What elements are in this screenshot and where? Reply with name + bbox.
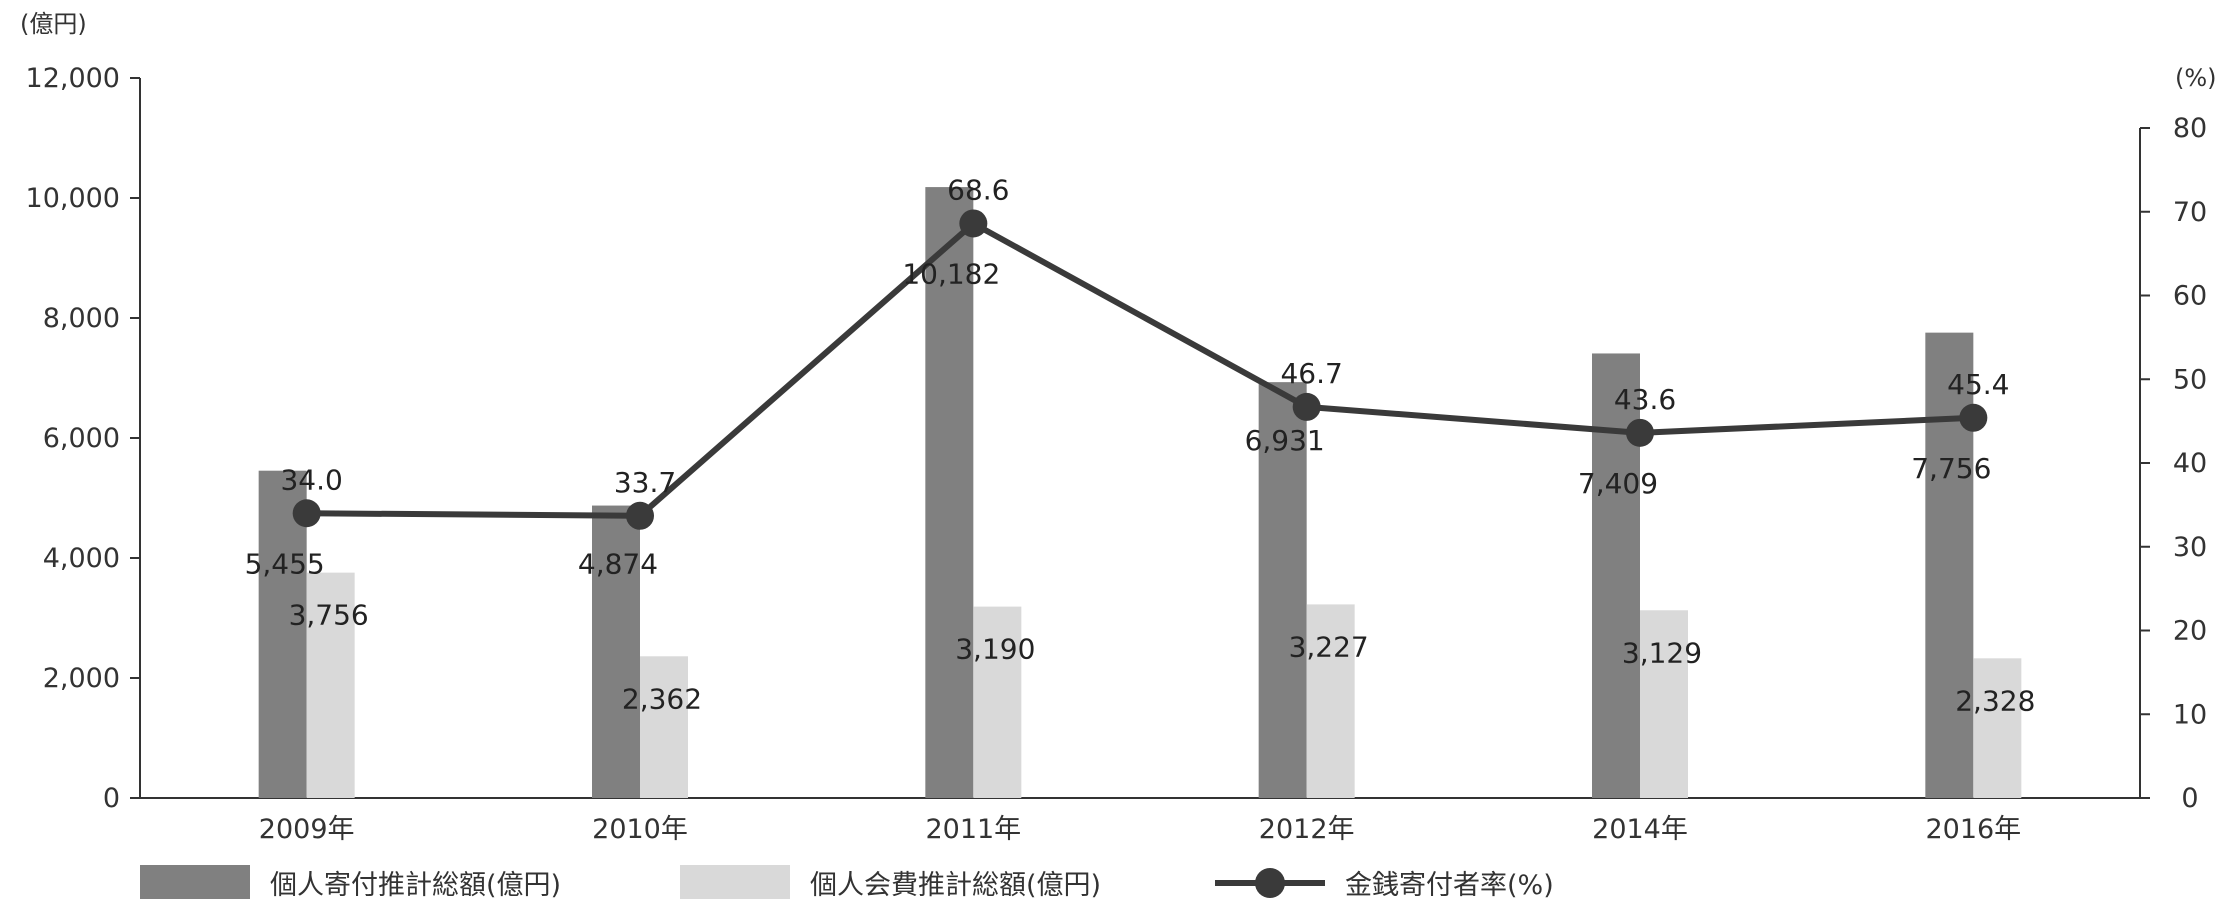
legend-swatch-rate — [1215, 865, 1325, 899]
bar-donation — [1925, 332, 1974, 798]
donation-value-label: 6,931 — [1245, 424, 1325, 457]
left-tick-label: 6,000 — [43, 423, 120, 454]
legend-swatch-donation — [140, 865, 250, 899]
category-label: 2010年 — [592, 814, 688, 845]
donation-value-label: 4,874 — [578, 548, 658, 581]
data-labels: 5,455 3,756 34.0 4,874 2,362 33.7 10,182 3,190 6… — [245, 173, 2036, 717]
rate-point — [626, 501, 654, 530]
legend-label-membership: 個人会費推計総額(億円) — [810, 869, 1102, 901]
left-tick-label: 4,000 — [43, 543, 120, 574]
right-tick-label: 30 — [2173, 532, 2207, 563]
right-tick-label: 10 — [2173, 699, 2207, 730]
rate-line — [292, 209, 1988, 530]
bar-membership — [306, 572, 355, 798]
bar-membership — [1306, 604, 1355, 798]
left-axis-unit: (億円) — [20, 10, 87, 38]
rate-value-label: 46.7 — [1280, 357, 1342, 390]
combo-chart: (億円) (%) 0 2,000 4,000 6,000 8,000 10,000 12,000… — [20, 10, 2217, 845]
left-tick-label: 0 — [103, 783, 120, 814]
rate-value-label: 43.6 — [1614, 383, 1676, 416]
membership-value-label: 3,129 — [1622, 636, 1702, 669]
donation-value-label: 5,455 — [245, 547, 325, 580]
left-tick-label: 10,000 — [26, 183, 120, 214]
donation-value-label: 10,182 — [902, 257, 1000, 290]
category-label: 2016年 — [1925, 814, 2021, 845]
membership-value-label: 3,756 — [289, 599, 369, 632]
membership-value-label: 3,190 — [955, 633, 1035, 666]
bar-donation — [258, 470, 307, 798]
right-axis-unit: (%) — [2175, 64, 2217, 92]
rate-point — [292, 499, 321, 528]
right-tick-label: 20 — [2173, 616, 2207, 647]
bar-membership — [640, 656, 688, 798]
left-tick-label: 8,000 — [43, 303, 120, 334]
right-tick-label: 80 — [2173, 113, 2207, 144]
legend-item-membership: 個人会費推計総額(億円) — [680, 862, 1101, 902]
legend-swatch-membership — [680, 865, 790, 899]
right-tick-label: 60 — [2173, 281, 2207, 312]
rate-polyline — [306, 220, 1974, 519]
legend-label-donation: 個人寄付推計総額(億円) — [270, 869, 562, 901]
left-tick-label: 2,000 — [43, 663, 120, 694]
right-tick-label: 0 — [2181, 783, 2198, 814]
membership-value-label: 2,328 — [1955, 684, 2035, 717]
membership-value-label: 3,227 — [1289, 630, 1369, 663]
bar-donation — [925, 187, 974, 798]
rate-point — [959, 209, 988, 238]
category-label: 2012年 — [1259, 814, 1355, 845]
membership-value-label: 2,362 — [622, 682, 702, 715]
rate-value-label: 68.6 — [947, 173, 1009, 206]
bar-donation — [592, 505, 640, 798]
bar-membership — [1973, 658, 2022, 798]
bar-membership — [1640, 610, 1688, 798]
legend-item-rate: 金銭寄付者率(%) — [1215, 862, 1554, 902]
axes: (億円) (%) 0 2,000 4,000 6,000 8,000 10,000 12,000… — [20, 10, 2217, 845]
donation-value-label: 7,756 — [1911, 452, 1991, 485]
rate-value-label: 34.0 — [280, 463, 342, 496]
category-label: 2014年 — [1592, 814, 1688, 845]
right-tick-label: 40 — [2173, 448, 2207, 479]
rate-point — [1292, 392, 1321, 421]
category-label: 2011年 — [925, 814, 1021, 845]
rate-point — [1959, 403, 1988, 432]
legend: 個人寄付推計総額(億円) 個人会費推計総額(億円) 金銭寄付者率(%) — [0, 862, 2229, 902]
rate-point — [1626, 418, 1654, 447]
rate-value-label: 45.4 — [1947, 368, 2009, 401]
right-tick-label: 70 — [2173, 197, 2207, 228]
bars — [258, 187, 2022, 798]
legend-label-rate: 金銭寄付者率(%) — [1345, 869, 1554, 901]
donation-value-label: 7,409 — [1578, 467, 1658, 500]
right-tick-label: 50 — [2173, 364, 2207, 395]
bar-membership — [973, 606, 1022, 798]
bar-donation — [1592, 353, 1640, 798]
legend-item-donation: 個人寄付推計総額(億円) — [140, 862, 561, 902]
category-label: 2009年 — [259, 814, 355, 845]
bar-donation — [1258, 382, 1307, 798]
left-tick-label: 12,000 — [26, 63, 120, 94]
rate-value-label: 33.7 — [614, 466, 676, 499]
